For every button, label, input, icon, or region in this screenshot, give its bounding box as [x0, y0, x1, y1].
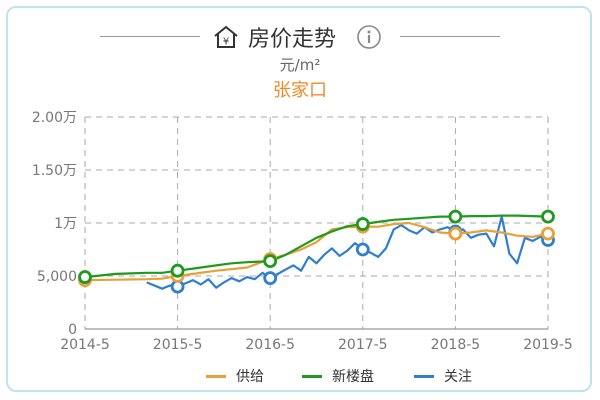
x-tick-label: 2015-5 [153, 337, 203, 353]
series-line-关注 [146, 215, 549, 290]
header-rule-left [100, 36, 200, 37]
y-tick-label: 2.00万 [32, 110, 77, 126]
x-tick-label: 2018-5 [431, 337, 481, 353]
home-yen-icon: ¥ [214, 25, 238, 48]
series-marker-新楼盘 [263, 254, 278, 269]
series-marker-关注 [355, 242, 370, 257]
series-line-新楼盘 [84, 214, 549, 279]
y-tick-label: 5,000 [37, 269, 77, 285]
series-line-供给 [84, 221, 549, 282]
x-tick-label: 2016-5 [245, 337, 295, 353]
legend-swatch-attention [414, 374, 434, 378]
legend-label-supply: 供给 [236, 369, 264, 385]
series-marker-新楼盘 [448, 209, 463, 224]
chart-title: 房价走势 [248, 27, 337, 52]
legend-swatch-supply [206, 374, 226, 378]
series-marker-供给 [541, 226, 555, 241]
legend-item-supply[interactable]: 供给 [206, 366, 264, 386]
legend-swatch-new-homes [302, 374, 322, 378]
series-marker-关注 [263, 271, 278, 286]
series-marker-新楼盘 [541, 209, 555, 224]
legend-label-attention: 关注 [444, 369, 472, 385]
svg-text:¥: ¥ [223, 37, 229, 48]
y-tick-label: 1.50万 [32, 163, 77, 179]
series-marker-新楼盘 [355, 217, 370, 231]
y-tick-label: 1万 [54, 216, 77, 232]
series-marker-供给 [448, 226, 463, 241]
legend-item-attention[interactable]: 关注 [414, 366, 472, 386]
unit-label: 元/m² [279, 56, 321, 74]
info-icon[interactable] [356, 24, 382, 50]
legend-item-new-homes[interactable]: 新楼盘 [302, 366, 374, 386]
city-label: 张家口 [273, 80, 327, 101]
chart-header: ¥ 房价走势 [0, 16, 600, 56]
series-marker-新楼盘 [170, 263, 185, 278]
chart-legend: 供给 新楼盘 关注 [0, 366, 600, 386]
header-rule-right [400, 36, 500, 37]
legend-label-new-homes: 新楼盘 [332, 369, 374, 385]
x-tick-label: 2017-5 [338, 337, 388, 353]
y-tick-label: 0 [68, 322, 77, 338]
chart-frame [6, 6, 592, 392]
x-tick-label: 2014-5 [60, 337, 110, 353]
x-tick-label: 2019-5 [523, 337, 573, 353]
series-marker-新楼盘 [78, 270, 92, 284]
